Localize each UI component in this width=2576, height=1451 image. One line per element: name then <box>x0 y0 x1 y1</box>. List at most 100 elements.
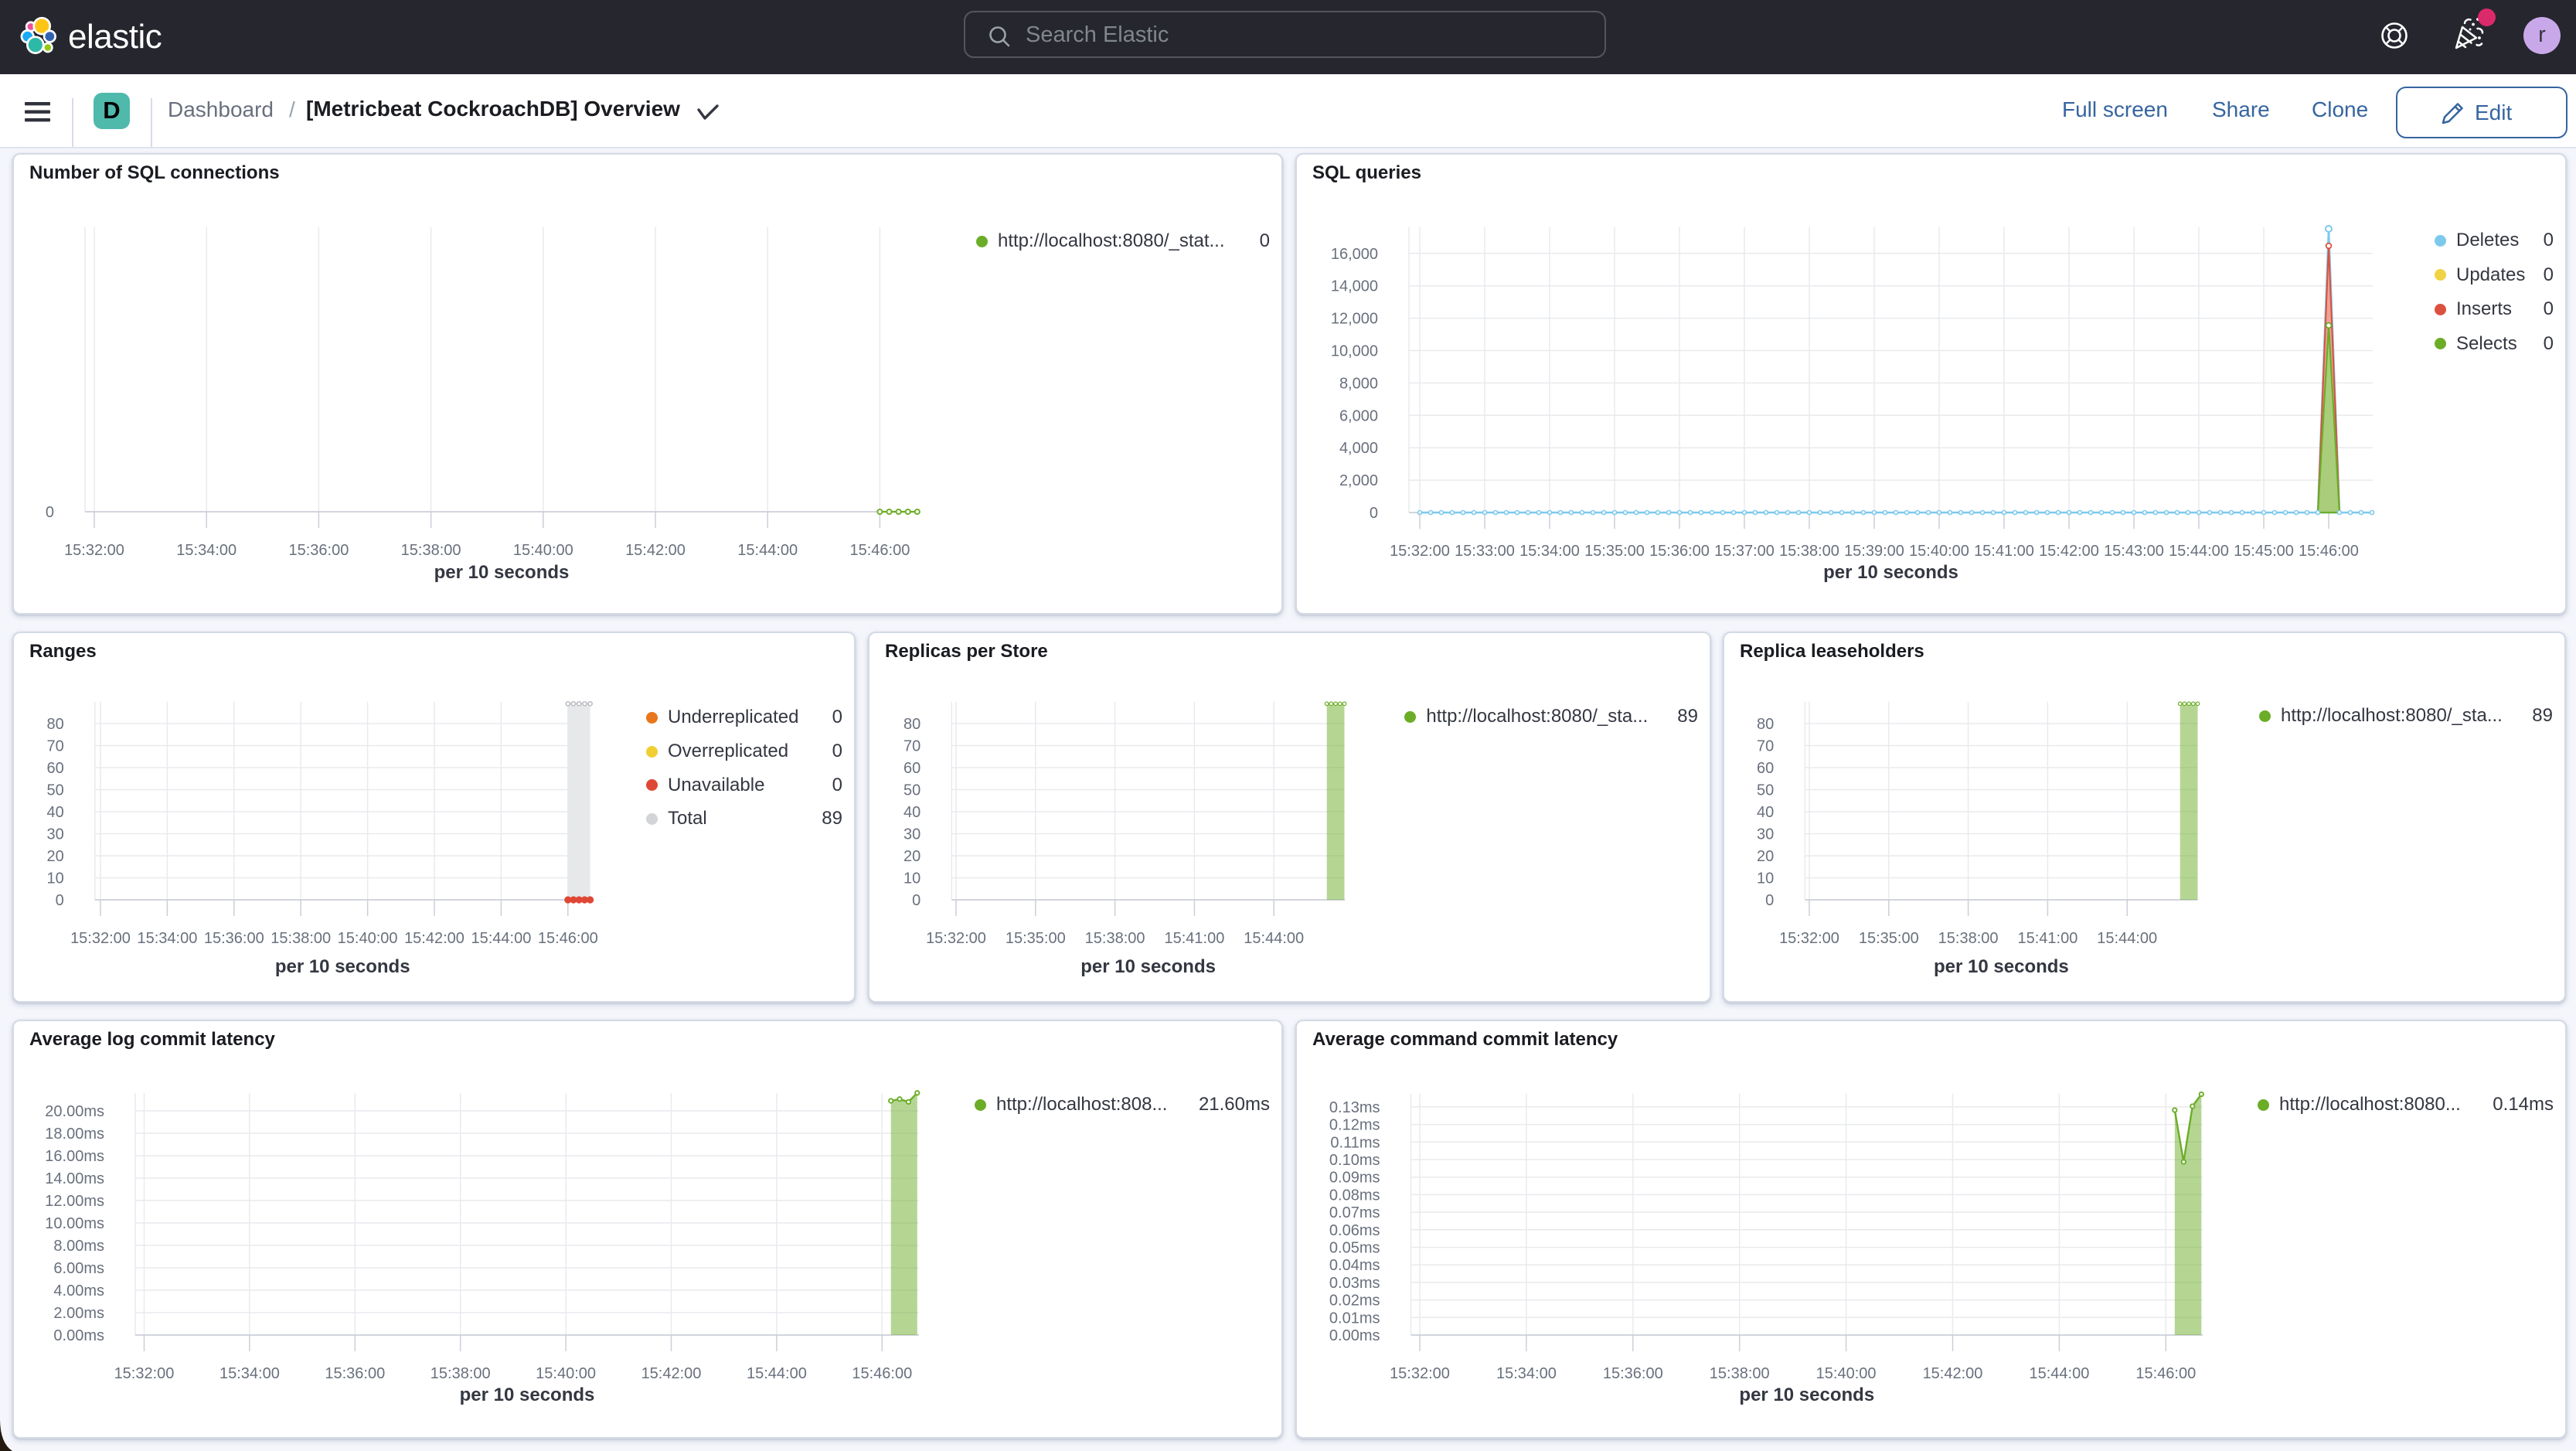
svg-text:0.00ms: 0.00ms <box>53 1327 104 1344</box>
svg-text:15:36:00: 15:36:00 <box>288 542 349 559</box>
svg-text:4,000: 4,000 <box>1339 440 1378 457</box>
svg-text:15:34:00: 15:34:00 <box>176 542 237 559</box>
svg-text:40: 40 <box>47 804 64 821</box>
svg-text:80: 80 <box>47 716 64 733</box>
svg-text:15:32:00: 15:32:00 <box>114 1365 175 1382</box>
svg-text:60: 60 <box>1757 760 1774 777</box>
svg-text:15:36:00: 15:36:00 <box>1649 543 1710 560</box>
svg-text:15:35:00: 15:35:00 <box>1006 930 1066 947</box>
svg-text:15:40:00: 15:40:00 <box>536 1365 596 1382</box>
svg-text:15:46:00: 15:46:00 <box>2299 543 2359 560</box>
svg-text:40: 40 <box>903 804 920 821</box>
svg-text:15:38:00: 15:38:00 <box>401 542 461 559</box>
svg-text:15:35:00: 15:35:00 <box>1584 543 1645 560</box>
svg-text:10: 10 <box>47 870 64 887</box>
svg-text:15:44:00: 15:44:00 <box>737 542 798 559</box>
svg-text:15:42:00: 15:42:00 <box>625 542 686 559</box>
svg-text:50: 50 <box>903 782 920 799</box>
svg-text:0.04ms: 0.04ms <box>1329 1257 1380 1274</box>
svg-text:15:34:00: 15:34:00 <box>1496 1365 1557 1382</box>
svg-text:16,000: 16,000 <box>1331 246 1378 263</box>
svg-text:15:44:00: 15:44:00 <box>471 930 531 947</box>
svg-text:2,000: 2,000 <box>1339 472 1378 489</box>
svg-text:15:40:00: 15:40:00 <box>338 930 398 947</box>
svg-text:12.00ms: 12.00ms <box>45 1193 104 1210</box>
svg-text:50: 50 <box>1757 782 1774 799</box>
svg-text:0: 0 <box>912 892 920 909</box>
svg-text:8.00ms: 8.00ms <box>53 1238 104 1255</box>
svg-text:70: 70 <box>47 738 64 755</box>
svg-text:0.07ms: 0.07ms <box>1329 1204 1380 1221</box>
svg-text:10.00ms: 10.00ms <box>45 1215 104 1232</box>
svg-text:15:38:00: 15:38:00 <box>1938 930 1999 947</box>
svg-text:0.05ms: 0.05ms <box>1329 1240 1380 1257</box>
svg-text:6.00ms: 6.00ms <box>53 1260 104 1277</box>
svg-text:0.08ms: 0.08ms <box>1329 1187 1380 1204</box>
svg-text:30: 30 <box>1757 826 1774 843</box>
svg-text:0.09ms: 0.09ms <box>1329 1170 1380 1187</box>
svg-text:15:32:00: 15:32:00 <box>1390 1365 1450 1382</box>
svg-text:12,000: 12,000 <box>1331 311 1378 328</box>
svg-text:15:46:00: 15:46:00 <box>2135 1365 2196 1382</box>
svg-text:15:40:00: 15:40:00 <box>513 542 573 559</box>
svg-text:15:40:00: 15:40:00 <box>1909 543 1969 560</box>
svg-text:20: 20 <box>47 848 64 865</box>
svg-text:20: 20 <box>1757 848 1774 865</box>
svg-text:15:32:00: 15:32:00 <box>1390 543 1450 560</box>
svg-text:15:34:00: 15:34:00 <box>1519 543 1580 560</box>
svg-text:15:34:00: 15:34:00 <box>219 1365 280 1382</box>
svg-text:15:42:00: 15:42:00 <box>404 930 464 947</box>
svg-text:per 10 seconds: per 10 seconds <box>1934 956 2069 977</box>
svg-text:70: 70 <box>1757 738 1774 755</box>
svg-text:18.00ms: 18.00ms <box>45 1126 104 1143</box>
svg-text:0: 0 <box>56 892 64 909</box>
svg-text:15:44:00: 15:44:00 <box>2097 930 2157 947</box>
svg-text:15:45:00: 15:45:00 <box>2234 543 2294 560</box>
svg-text:80: 80 <box>903 716 920 733</box>
svg-text:14,000: 14,000 <box>1331 278 1378 295</box>
svg-text:0: 0 <box>1765 892 1774 909</box>
svg-text:15:38:00: 15:38:00 <box>271 930 331 947</box>
svg-text:15:33:00: 15:33:00 <box>1455 543 1515 560</box>
svg-text:15:34:00: 15:34:00 <box>137 930 197 947</box>
svg-text:60: 60 <box>47 760 64 777</box>
svg-text:15:41:00: 15:41:00 <box>1974 543 2034 560</box>
svg-text:15:40:00: 15:40:00 <box>1816 1365 1877 1382</box>
svg-text:2.00ms: 2.00ms <box>53 1305 104 1322</box>
svg-text:15:42:00: 15:42:00 <box>2039 543 2099 560</box>
svg-text:0.03ms: 0.03ms <box>1329 1275 1380 1292</box>
svg-text:15:32:00: 15:32:00 <box>1779 930 1839 947</box>
svg-text:15:39:00: 15:39:00 <box>1844 543 1904 560</box>
svg-text:30: 30 <box>903 826 920 843</box>
svg-text:0.13ms: 0.13ms <box>1329 1099 1380 1116</box>
svg-text:per 10 seconds: per 10 seconds <box>460 1385 595 1405</box>
svg-text:60: 60 <box>903 760 920 777</box>
svg-text:15:36:00: 15:36:00 <box>204 930 264 947</box>
svg-text:14.00ms: 14.00ms <box>45 1170 104 1187</box>
svg-text:0.10ms: 0.10ms <box>1329 1152 1380 1169</box>
svg-text:15:42:00: 15:42:00 <box>641 1365 702 1382</box>
svg-text:30: 30 <box>47 826 64 843</box>
svg-text:15:44:00: 15:44:00 <box>2169 543 2229 560</box>
svg-text:per 10 seconds: per 10 seconds <box>275 956 410 977</box>
svg-text:70: 70 <box>903 738 920 755</box>
svg-text:per 10 seconds: per 10 seconds <box>434 562 570 583</box>
svg-text:40: 40 <box>1757 804 1774 821</box>
svg-text:0.06ms: 0.06ms <box>1329 1222 1380 1239</box>
svg-text:0.11ms: 0.11ms <box>1330 1134 1380 1151</box>
svg-text:15:36:00: 15:36:00 <box>325 1365 385 1382</box>
svg-text:15:46:00: 15:46:00 <box>852 1365 912 1382</box>
svg-text:4.00ms: 4.00ms <box>53 1282 104 1299</box>
svg-text:8,000: 8,000 <box>1339 375 1378 392</box>
svg-text:0: 0 <box>46 504 54 521</box>
svg-text:15:38:00: 15:38:00 <box>1779 543 1839 560</box>
svg-text:0.12ms: 0.12ms <box>1329 1117 1380 1134</box>
svg-text:15:38:00: 15:38:00 <box>1710 1365 1770 1382</box>
svg-text:15:38:00: 15:38:00 <box>1085 930 1145 947</box>
svg-text:10,000: 10,000 <box>1331 343 1378 360</box>
svg-text:0.00ms: 0.00ms <box>1329 1327 1380 1344</box>
svg-text:15:35:00: 15:35:00 <box>1859 930 1919 947</box>
svg-text:16.00ms: 16.00ms <box>45 1148 104 1165</box>
svg-text:15:44:00: 15:44:00 <box>1244 930 1304 947</box>
svg-text:15:44:00: 15:44:00 <box>2029 1365 2089 1382</box>
